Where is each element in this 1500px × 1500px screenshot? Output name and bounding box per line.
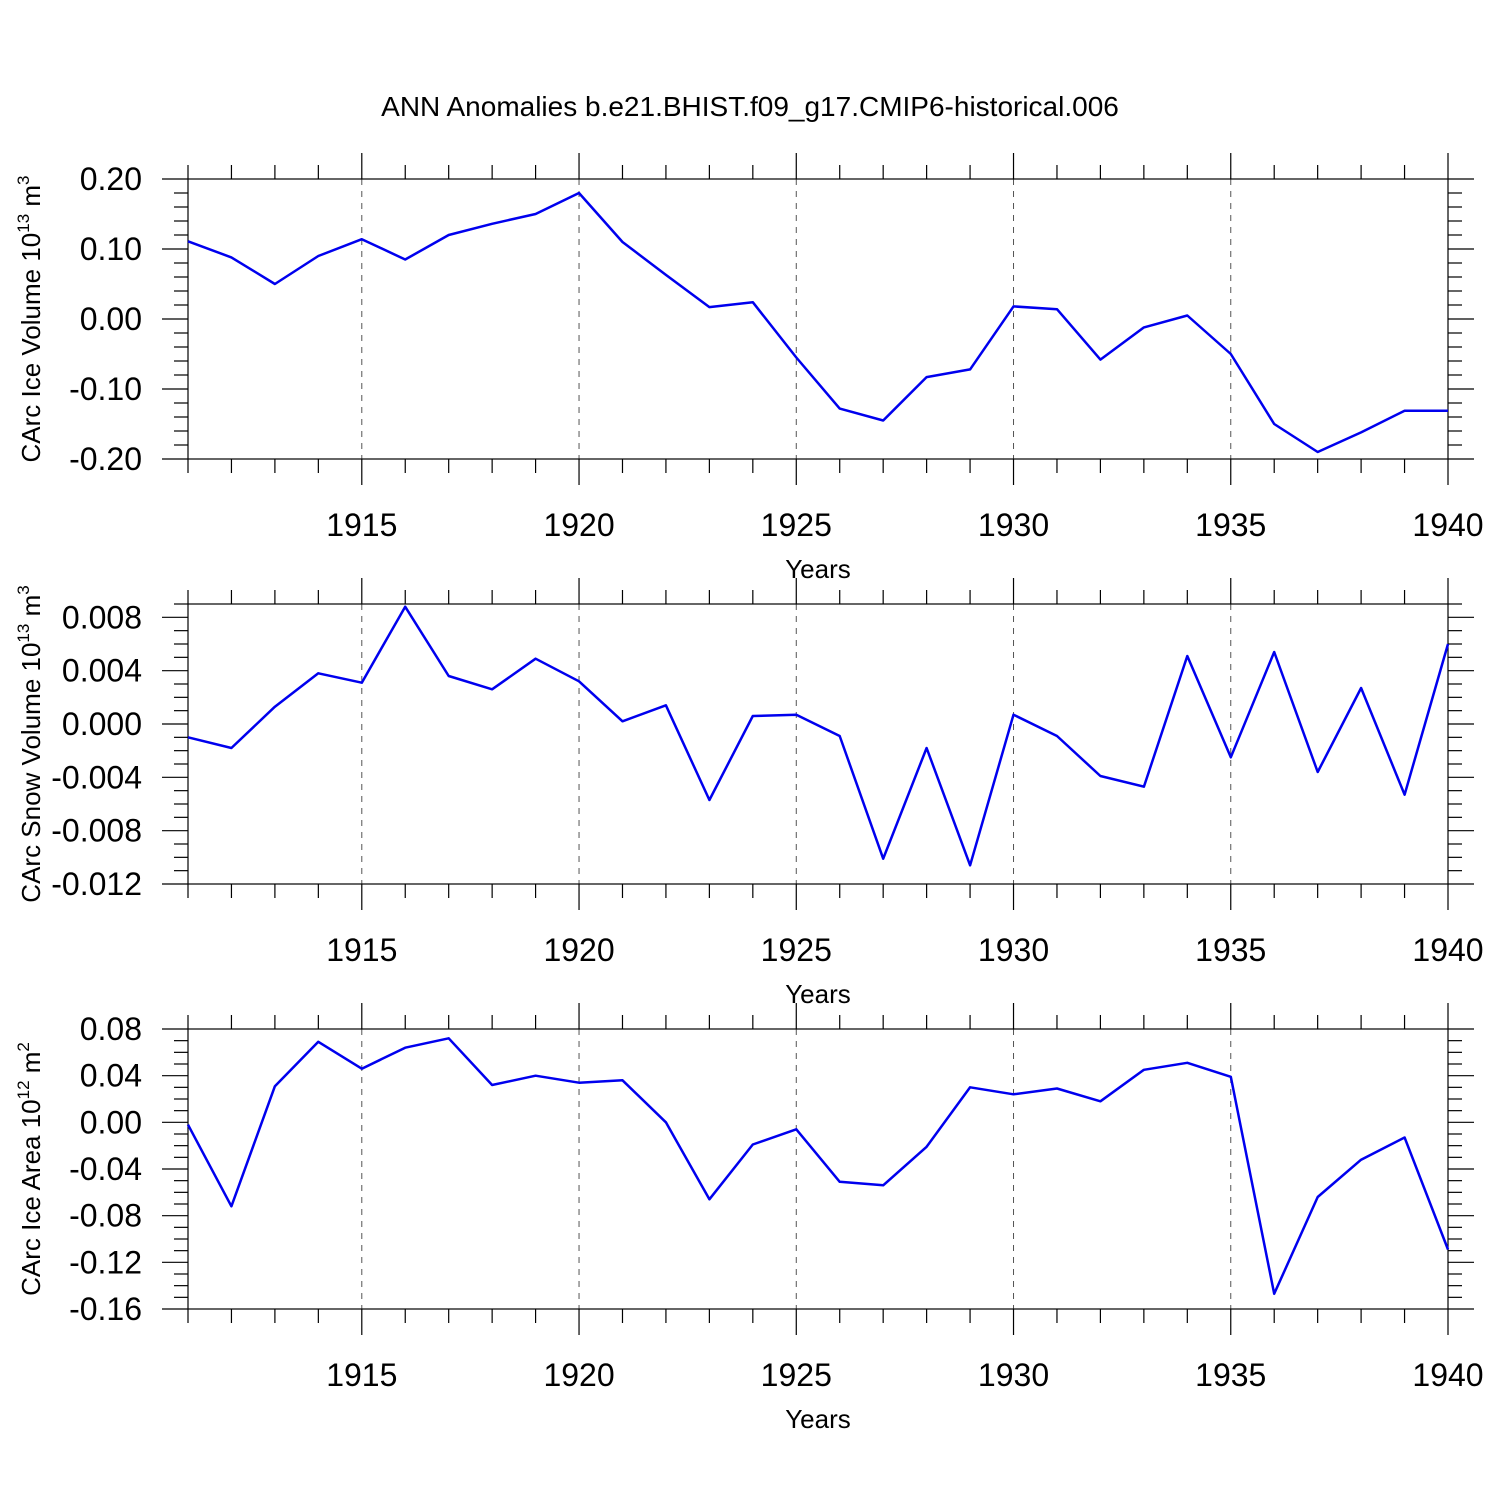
- x-tick-label: 1935: [1195, 932, 1266, 968]
- y-tick-label: -0.16: [69, 1291, 142, 1327]
- y-tick-label: -0.12: [69, 1244, 142, 1280]
- x-tick-label: 1925: [761, 1357, 832, 1393]
- y-axis-label: CArc Ice Volume 1013 m3: [14, 175, 46, 462]
- y-tick-label: -0.10: [69, 371, 142, 407]
- y-tick-label: 0.08: [80, 1011, 142, 1047]
- y-tick-label: -0.04: [69, 1151, 142, 1187]
- x-tick-label: 1930: [978, 1357, 1049, 1393]
- x-tick-label: 1940: [1412, 1357, 1483, 1393]
- y-tick-label: -0.004: [51, 759, 142, 795]
- y-axis-label: CArc Snow Volume 1013 m3: [14, 585, 46, 902]
- series-line-3: [186, 1037, 1450, 1296]
- y-tick-label: 0.00: [80, 1104, 142, 1140]
- y-tick-label: 0.20: [80, 161, 142, 197]
- y-tick-label: -0.08: [69, 1198, 142, 1234]
- panel-2: 0.008 0.004 0.000 -0.004 -0.008 -0.012 1915 192…: [14, 578, 1484, 1009]
- x-axis-label: Years: [785, 1404, 851, 1434]
- x-tick-label: 1920: [543, 932, 614, 968]
- y-tick-label: 0.10: [80, 231, 142, 267]
- y-tick-label: 0.04: [80, 1058, 142, 1094]
- x-tick-label: 1915: [326, 507, 397, 543]
- series-line-1: [187, 191, 1448, 454]
- plot-frame: [187, 1028, 1449, 1310]
- x-tick-label: 1925: [761, 507, 832, 543]
- y-tick-label: -0.008: [51, 813, 142, 849]
- x-tick-label: 1920: [543, 1357, 614, 1393]
- x-tick-label: 1925: [761, 932, 832, 968]
- x-tick-label: 1930: [978, 507, 1049, 543]
- y-tick-label: 0.00: [80, 301, 142, 337]
- x-tick-label: 1940: [1412, 932, 1483, 968]
- panel-3: 0.08 0.04 0.00 -0.04 -0.08 -0.12 -0.16 1915 1920…: [14, 1003, 1484, 1434]
- y-tick-label: 0.008: [62, 599, 142, 635]
- x-axis-label: Years: [785, 554, 851, 584]
- x-tick-label: 1915: [326, 1357, 397, 1393]
- plot-frame: [187, 603, 1449, 885]
- x-tick-label: 1940: [1412, 507, 1483, 543]
- x-tick-label: 1930: [978, 932, 1049, 968]
- y-tick-label: -0.20: [69, 441, 142, 477]
- y-tick-label: 0.004: [62, 653, 142, 689]
- x-axis-label: Years: [785, 979, 851, 1009]
- y-axis-label: CArc Ice Area 1012 m2: [14, 1042, 46, 1296]
- x-tick-label: 1935: [1195, 507, 1266, 543]
- series-line-2: [187, 605, 1450, 867]
- y-tick-label: -0.012: [51, 866, 142, 902]
- plot-frame: [187, 178, 1449, 460]
- x-tick-label: 1920: [543, 507, 614, 543]
- chart-title: ANN Anomalies b.e21.BHIST.f09_g17.CMIP6-…: [381, 91, 1119, 122]
- panel-1: 0.20 0.10 0.00 -0.10 -0.20 1915 1920 1925 1930 19…: [14, 153, 1484, 584]
- x-tick-label: 1935: [1195, 1357, 1266, 1393]
- x-tick-label: 1915: [326, 932, 397, 968]
- y-tick-label: 0.000: [62, 706, 142, 742]
